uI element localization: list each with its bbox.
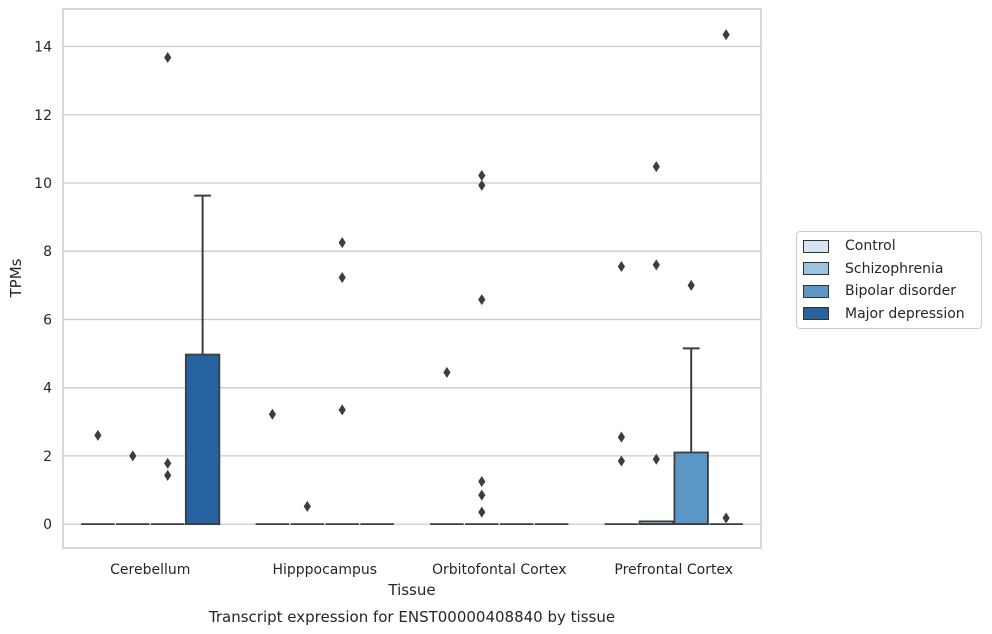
legend-item: Schizophrenia: [797, 258, 981, 281]
legend-item: Major depression: [797, 303, 981, 326]
legend-item: Control: [797, 235, 981, 258]
outlier-point: [617, 431, 625, 443]
y-tick-label: 14: [34, 40, 52, 56]
y-tick-label: 6: [43, 312, 52, 328]
x-tick-label: Prefrontal Cortex: [614, 562, 733, 578]
outlier-points: [94, 29, 730, 524]
legend-swatch: [803, 307, 829, 321]
outlier-point: [687, 279, 695, 291]
x-axis-label: Tissue: [387, 581, 435, 599]
outlier-point: [478, 179, 486, 191]
plot-frame: [62, 8, 762, 549]
legend-item: Bipolar disorder: [797, 280, 981, 303]
y-axis-label: TPMs: [7, 258, 25, 298]
legend-label: Major depression: [845, 305, 965, 322]
outlier-point: [94, 429, 102, 441]
box: [673, 451, 709, 526]
outlier-point: [303, 500, 311, 512]
y-tick-label: 4: [43, 381, 52, 397]
x-tick-label: Hipppocampus: [272, 562, 377, 578]
x-tick-labels: Cerebellum Hipppocampus Orbitofontal Corte…: [110, 562, 733, 578]
chart-caption: Transcript expression for ENST0000040884…: [208, 608, 615, 626]
y-tick-label: 2: [43, 449, 52, 465]
legend-label: Bipolar disorder: [845, 283, 957, 300]
outlier-point: [129, 450, 137, 462]
outlier-point: [164, 51, 172, 63]
y-tick-label: 12: [34, 108, 52, 124]
outlier-point: [268, 408, 276, 420]
legend: Control Schizophrenia Bipolar disorder Majo…: [796, 231, 982, 329]
box-plot-marks: [81, 194, 743, 526]
y-tick-label: 8: [43, 244, 52, 260]
outlier-point: [443, 366, 451, 378]
outlier-point: [722, 29, 730, 41]
x-tick-label: Orbitofontal Cortex: [432, 562, 567, 578]
outlier-point: [478, 475, 486, 487]
outlier-point: [338, 404, 346, 416]
legend-swatch: [803, 262, 829, 276]
outlier-point: [652, 161, 660, 173]
y-tick-label: 0: [43, 517, 52, 533]
legend-swatch: [803, 239, 829, 253]
legend-label: Schizophrenia: [845, 260, 944, 277]
x-tick-label: Cerebellum: [110, 562, 190, 578]
legend-label: Control: [845, 238, 896, 255]
box: [184, 353, 221, 526]
outlier-point: [617, 261, 625, 273]
outlier-point: [478, 489, 486, 501]
outlier-point: [164, 457, 172, 469]
outlier-point: [478, 169, 486, 181]
outlier-point: [722, 512, 730, 524]
legend-swatch: [803, 284, 829, 298]
outlier-point: [478, 506, 486, 518]
outlier-point: [338, 271, 346, 283]
outlier-point: [478, 294, 486, 306]
outlier-point: [338, 237, 346, 249]
y-tick-labels: 0 2 4 6 8 10 12 14: [34, 40, 52, 534]
outlier-point: [617, 455, 625, 467]
y-tick-label: 10: [34, 176, 52, 192]
outlier-point: [652, 453, 660, 465]
outlier-point: [164, 469, 172, 481]
outlier-point: [652, 259, 660, 271]
gridlines: [63, 45, 761, 525]
